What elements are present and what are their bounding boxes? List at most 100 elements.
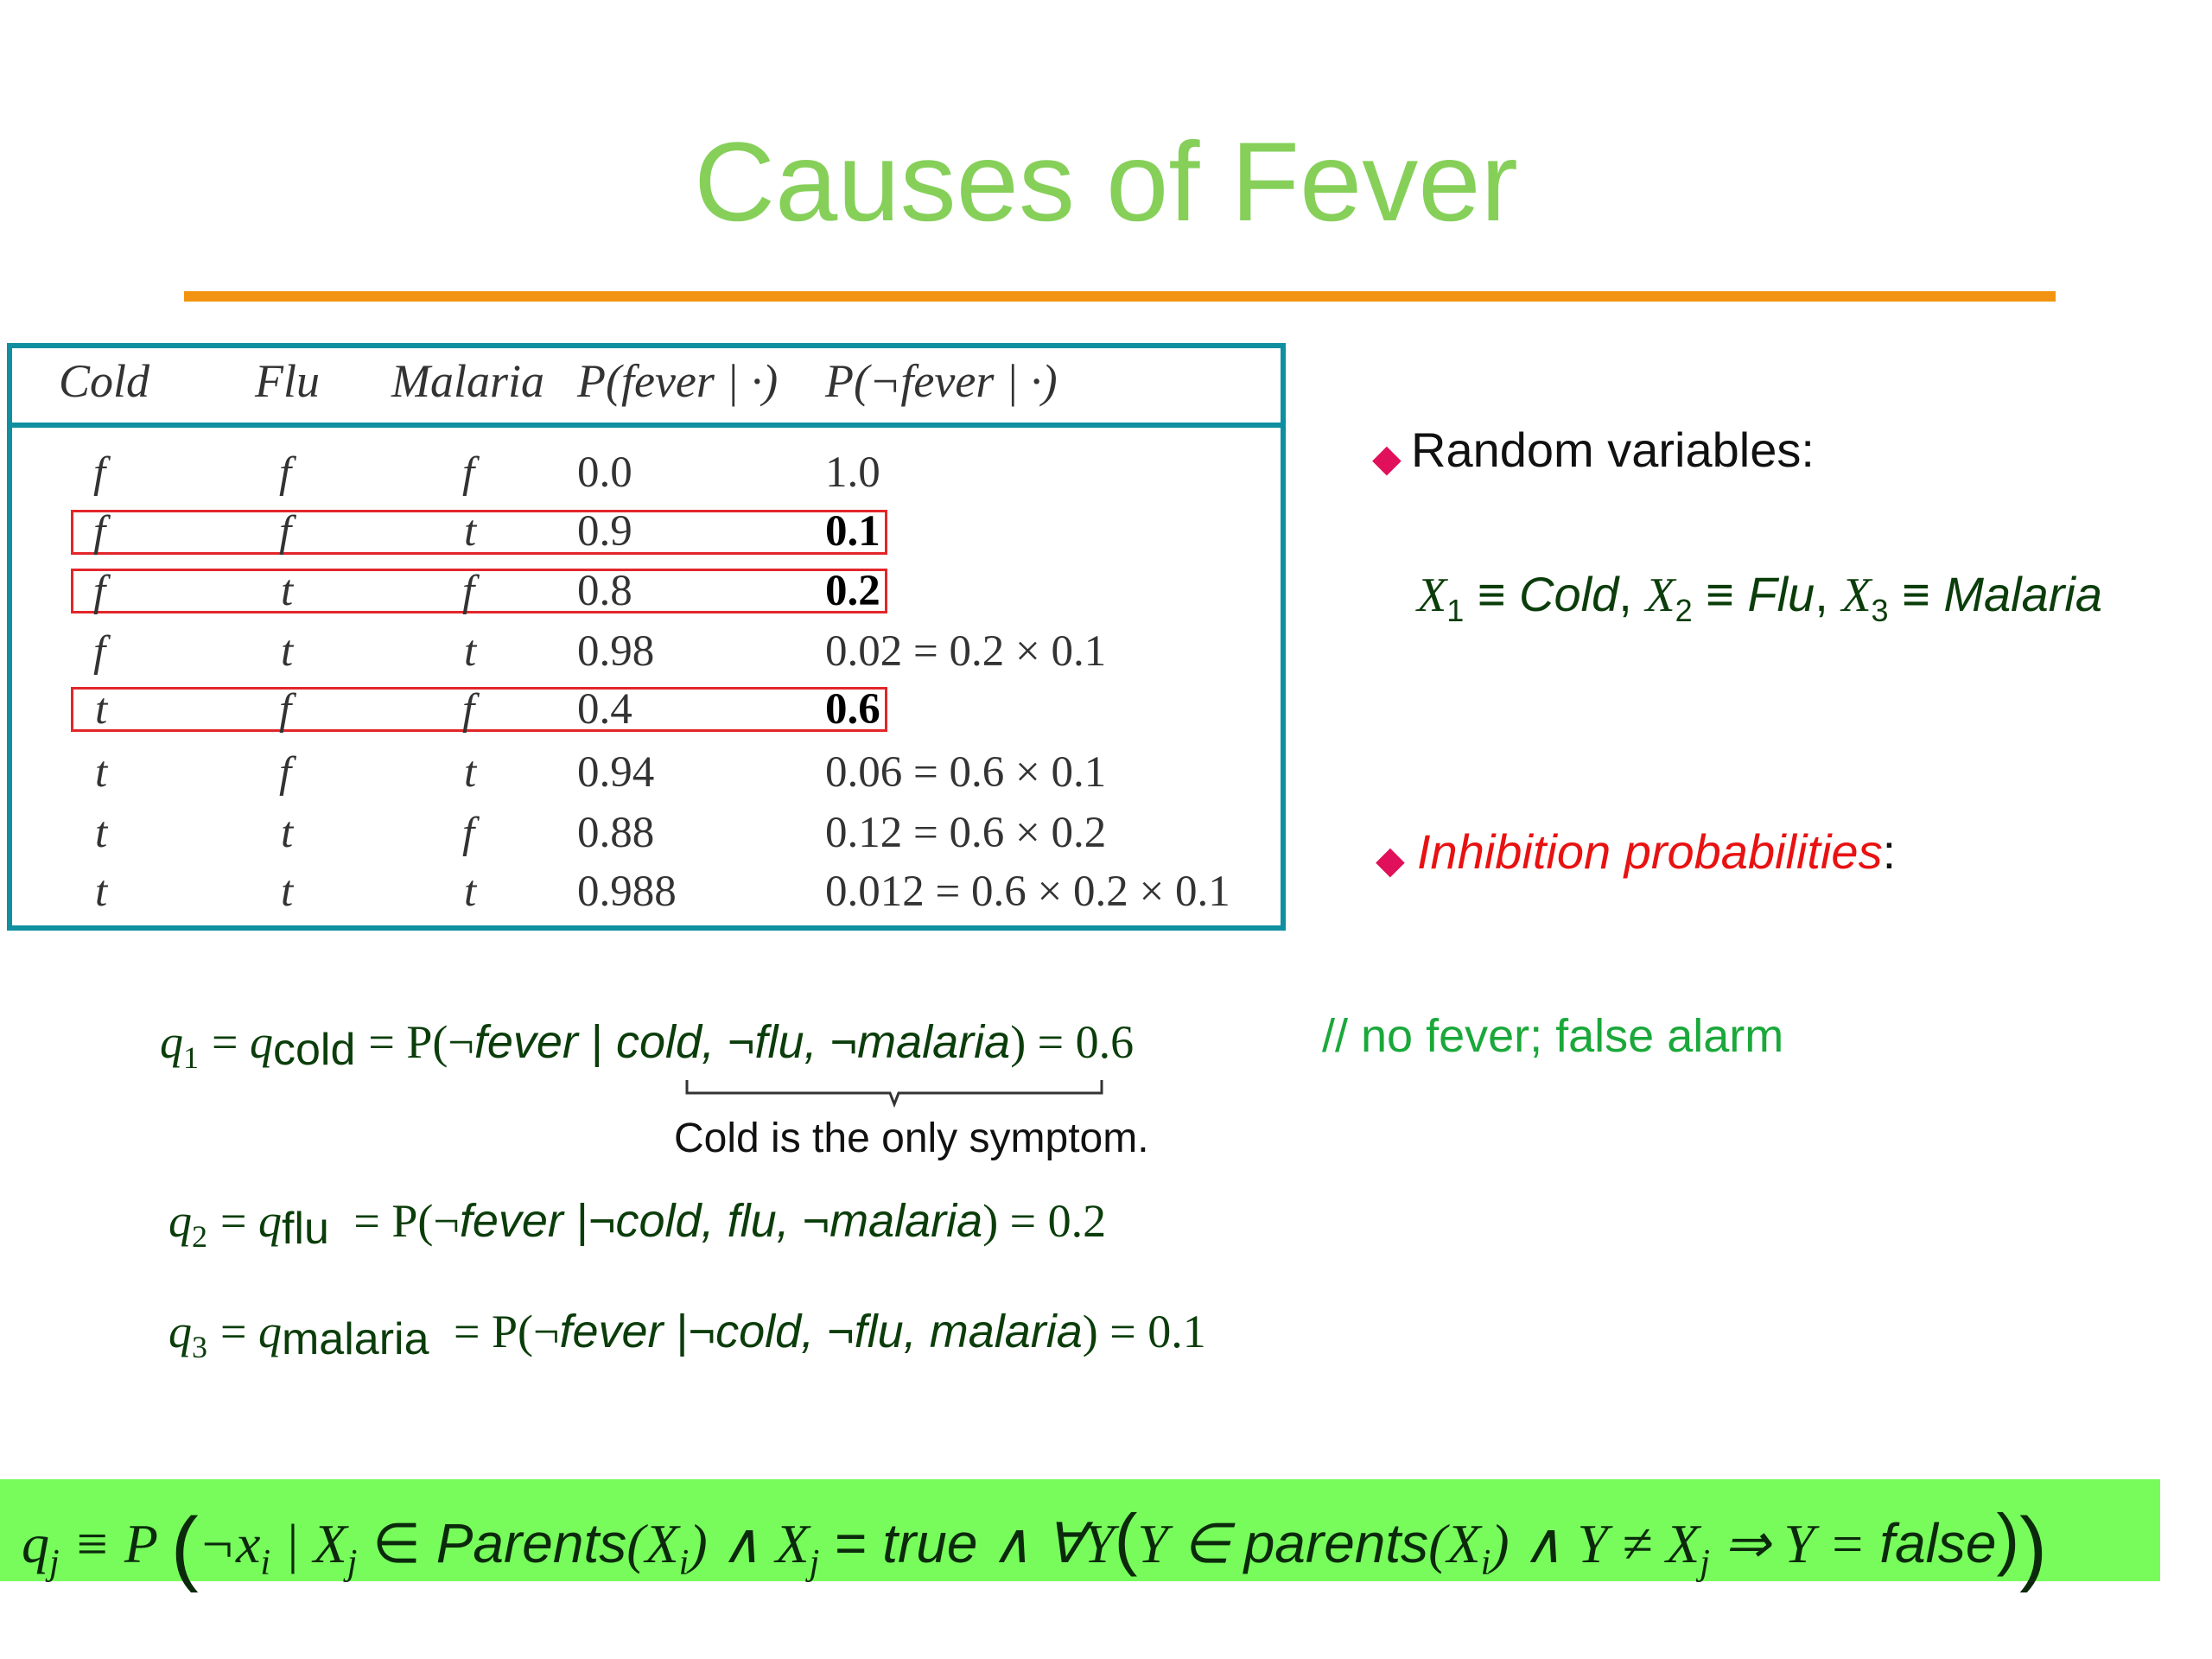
def-prob: ≡ P (59, 1513, 171, 1574)
q3-value: ) = 0.1 (1082, 1306, 1206, 1357)
definition-box (0, 1479, 2160, 1581)
highlight-row-2 (71, 510, 887, 555)
false-alarm-note: // no fever; false alarm (1322, 1010, 1784, 1062)
q-cold-subscript: cold (272, 1025, 356, 1075)
inhibition-definition-formula: qj ≡ P (¬xi | Xj ∈ Parents(Xi) ∧ Xj = tr… (22, 1499, 2047, 1589)
def-neg-xi: ¬x (198, 1513, 261, 1574)
def-in: ∈ (357, 1512, 436, 1574)
def-open-paren-2: ( (1114, 1500, 1138, 1577)
underbrace-icon (685, 1080, 1103, 1109)
malaria-variable: Malaria (1943, 567, 2102, 621)
q2-value: ) = 0.2 (982, 1195, 1107, 1247)
q-cold-symbol: q (249, 1016, 273, 1068)
q-flu-subscript: flu (281, 1204, 329, 1254)
q-flu-symbol: q (257, 1195, 282, 1247)
cell-malaria: f (462, 448, 475, 497)
def-and-xj: ) ∧ X (689, 1513, 810, 1574)
brace-annotation: Cold is the only symptom. (674, 1116, 1149, 1161)
def-parents-2: parents (1243, 1512, 1429, 1574)
cell-p-fever: 0.8 (577, 567, 632, 615)
header-p-not-fever: P(¬fever | ·) (825, 355, 1058, 407)
header-p-fever: P(fever | ·) (577, 355, 779, 407)
q3-subscript: 3 (192, 1329, 207, 1364)
cell-p-not-fever: 0.12 = 0.6 × 0.2 (825, 809, 1107, 857)
cell-malaria: t (464, 507, 477, 556)
q2-fever: fever (459, 1195, 563, 1247)
highlight-row-5 (71, 687, 887, 732)
q2-symbol: q (168, 1195, 192, 1247)
q-malaria-symbol: q (257, 1306, 282, 1357)
cell-p-not-fever: 0.6 (825, 685, 880, 734)
cell-malaria: t (464, 748, 477, 797)
flu-variable: Flu (1747, 567, 1815, 621)
q3-fever: fever (559, 1306, 664, 1357)
def-xi: (X (626, 1513, 679, 1574)
def-parents: Parents (435, 1512, 627, 1574)
random-variables-label: Random variables: (1411, 423, 1815, 477)
cell-p-not-fever: 0.06 = 0.6 × 0.1 (825, 748, 1107, 797)
cell-flu: f (279, 448, 292, 497)
q3-prefix: = P(¬ (454, 1306, 560, 1357)
q1-equation: q1 = qcold = P(¬fever | cold, ¬flu, ¬mal… (160, 1016, 1135, 1075)
cell-cold: t (95, 868, 108, 916)
cell-flu: f (279, 685, 292, 734)
cell-flu: t (281, 627, 294, 676)
def-close-paren-2: ) (1996, 1500, 2020, 1577)
def-open-paren: ( (170, 1501, 199, 1594)
q-malaria-subscript: malaria (281, 1314, 429, 1364)
q1-subscript: 1 (183, 1039, 199, 1075)
cell-p-fever: 0.88 (577, 809, 655, 857)
q1-value: ) = 0.6 (1010, 1016, 1135, 1068)
q2-equation: q2 = qflu = P(¬fever |¬cold, flu, ¬malar… (168, 1195, 1107, 1254)
page-title: Causes of Fever (694, 118, 1518, 245)
header-flu: Flu (255, 355, 320, 407)
cell-cold: f (93, 627, 106, 676)
cell-p-not-fever: 0.1 (825, 507, 880, 556)
cell-flu: t (281, 567, 294, 615)
q2-prefix: = P(¬ (353, 1195, 460, 1247)
qj-symbol: q (22, 1513, 49, 1574)
q3-bar: |¬ (663, 1306, 716, 1357)
header-malaria: Malaria (391, 355, 545, 407)
q1-symbol: q (160, 1016, 183, 1068)
def-given: | X (270, 1513, 347, 1574)
cold-variable: Cold (1519, 567, 1619, 621)
cell-cold: t (95, 685, 108, 734)
x3-symbol: X (1841, 569, 1872, 622)
q1-prefix: = P(¬ (368, 1016, 474, 1068)
cell-p-fever: 0.0 (577, 448, 632, 497)
bullet-diamond-icon: ◆ (1376, 839, 1405, 881)
def-close-paren: ) (2019, 1501, 2048, 1594)
q3-condition: cold, ¬flu, malaria (715, 1306, 1083, 1357)
cell-p-fever: 0.94 (577, 748, 655, 797)
q1-condition: cold, ¬flu, ¬malaria (615, 1016, 1011, 1068)
cell-cold: f (93, 448, 106, 497)
def-false: false (1879, 1512, 1997, 1574)
def-true: true (882, 1512, 978, 1574)
q3-equation: q3 = qmalaria = P(¬fever |¬cold, ¬flu, m… (168, 1306, 1206, 1364)
def-forall: ∧ ∀Y (977, 1513, 1115, 1574)
x1-symbol: X (1417, 569, 1447, 622)
header-cold: Cold (59, 355, 150, 407)
title-underline (184, 291, 2056, 302)
cpt-table (7, 343, 1286, 931)
cell-p-not-fever: 1.0 (825, 448, 880, 497)
def-xj2-subscript: j (809, 1542, 820, 1583)
x2-subscript: 2 (1675, 593, 1693, 629)
inhibition-colon: : (1882, 824, 1897, 879)
def-eq: = (819, 1512, 883, 1574)
def-xi-subscript: i (260, 1542, 271, 1583)
q1-bar: | (577, 1016, 616, 1068)
q2-subscript: 2 (192, 1218, 207, 1254)
def-y-neq-xj: ) ∧ Y ≠ X (1491, 1513, 1700, 1574)
def-xi2-subscript: i (678, 1542, 690, 1583)
def-implies: ⇒ Y = (1709, 1513, 1880, 1574)
def-y-in: Y ∈ (1137, 1513, 1244, 1574)
cell-flu: f (279, 507, 292, 556)
highlight-row-3 (71, 569, 887, 613)
cell-malaria: t (464, 868, 477, 916)
cell-p-not-fever: 0.012 = 0.6 × 0.2 × 0.1 (825, 868, 1230, 916)
def-xj3-subscript: j (1700, 1542, 1710, 1583)
x2-symbol: X (1645, 569, 1675, 622)
bullet-diamond-icon: ◆ (1372, 437, 1402, 480)
